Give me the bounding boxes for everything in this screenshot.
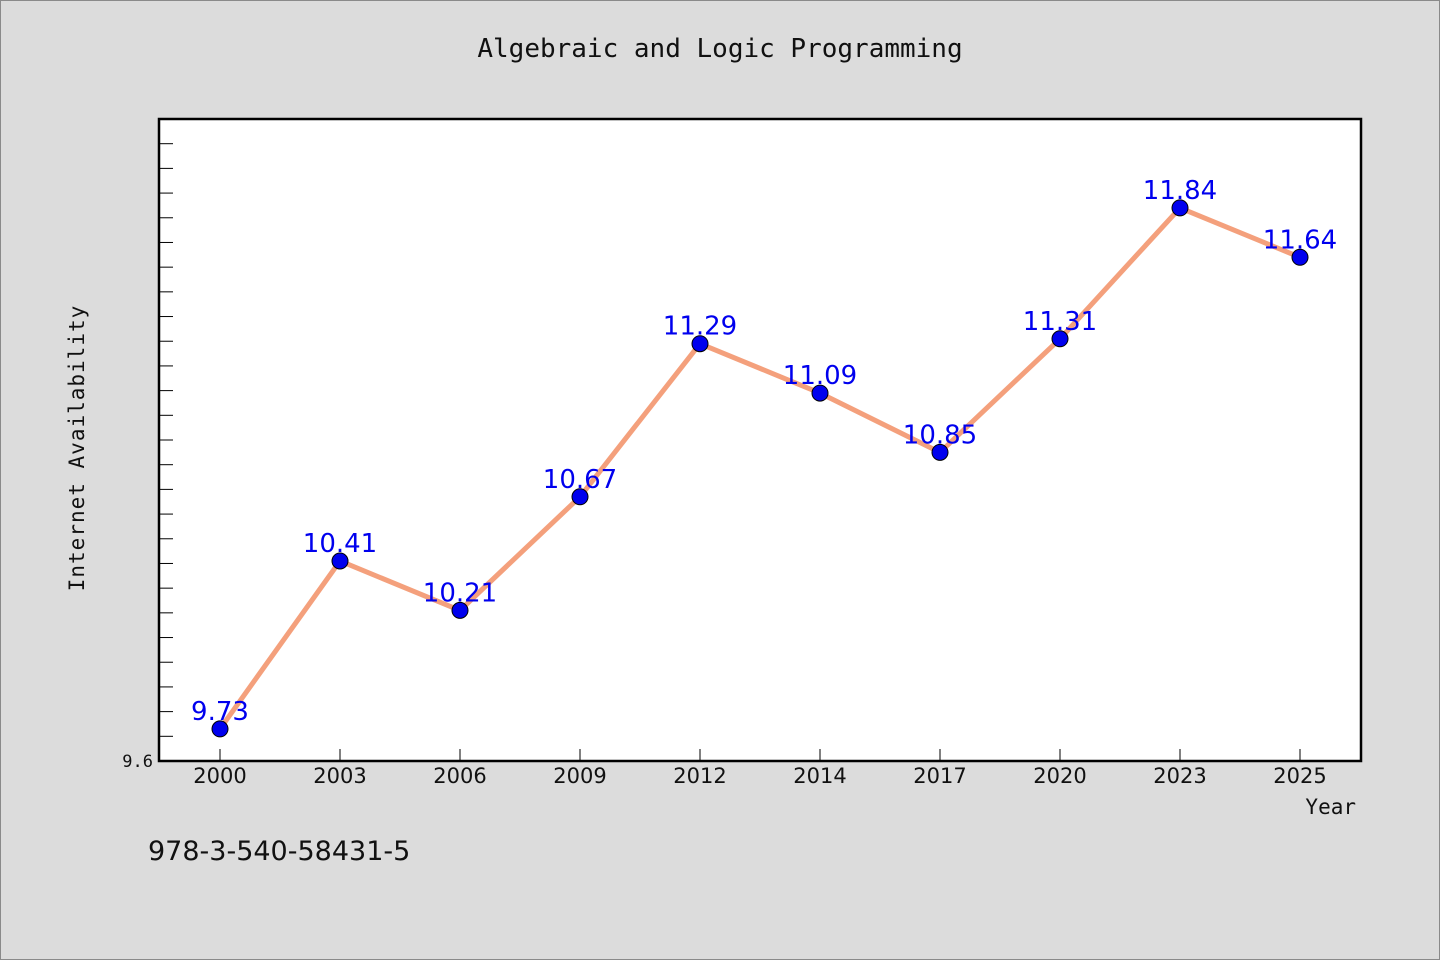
data-label: 11.31 (1023, 307, 1097, 337)
data-label: 10.67 (543, 465, 617, 495)
x-tick-label: 2006 (433, 764, 486, 788)
data-label: 10.41 (303, 529, 377, 559)
series-line (217, 205, 1301, 731)
data-point (331, 552, 349, 570)
x-tick-label: 2012 (673, 764, 726, 788)
x-tick-label: 2009 (553, 764, 606, 788)
data-point (691, 335, 709, 353)
x-axis-label: Year (1305, 795, 1356, 819)
x-tick-label: 2025 (1273, 764, 1326, 788)
data-label: 11.29 (663, 312, 737, 342)
data-point (1171, 199, 1189, 217)
x-tick-label: 2003 (313, 764, 366, 788)
data-label: 10.21 (423, 578, 497, 608)
x-tick-label: 2017 (913, 764, 966, 788)
data-label: 11.09 (783, 361, 857, 391)
data-label: 11.64 (1263, 225, 1337, 255)
data-point (1291, 248, 1309, 266)
x-tick-label: 2014 (793, 764, 846, 788)
x-tick-label: 2000 (193, 764, 246, 788)
isbn-footnote: 978-3-540-58431-5 (148, 836, 411, 867)
data-point (1051, 330, 1069, 348)
data-point (571, 488, 589, 506)
data-point (931, 443, 949, 461)
data-label: 10.85 (903, 420, 977, 450)
chart-title: Algebraic and Logic Programming (477, 34, 963, 64)
data-point (811, 384, 829, 402)
y-tick-label: 9.6 (122, 752, 153, 772)
data-label: 11.84 (1143, 176, 1217, 206)
data-label: 9.73 (191, 697, 249, 727)
data-point (211, 720, 229, 738)
x-tick-label: 2020 (1033, 764, 1086, 788)
x-tick-label: 2023 (1153, 764, 1206, 788)
data-point (451, 601, 469, 619)
